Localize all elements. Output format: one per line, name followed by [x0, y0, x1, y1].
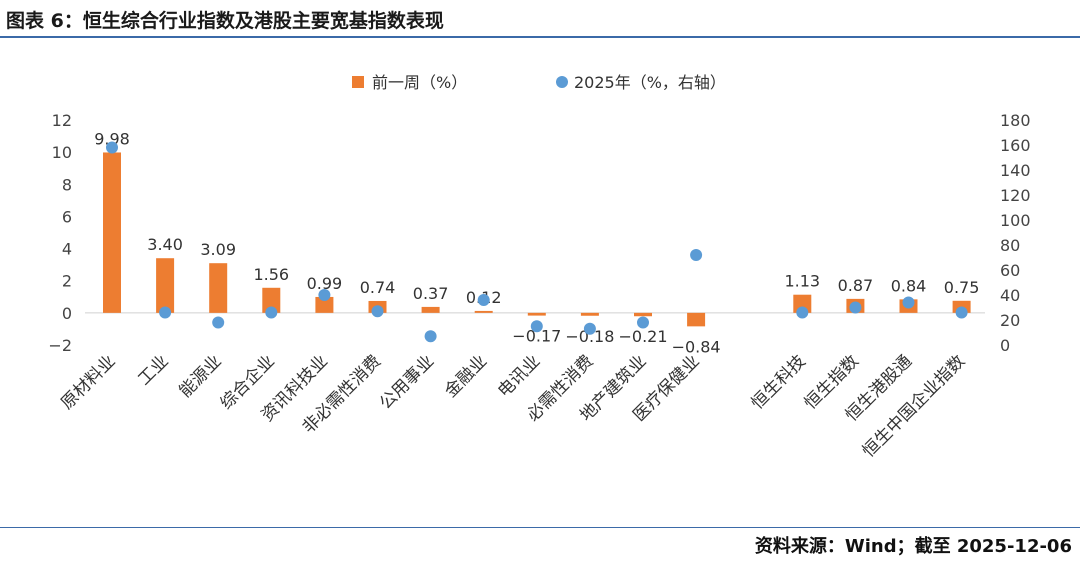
category-label: 原材料业	[57, 351, 119, 413]
data-label: 0.87	[838, 276, 874, 295]
right-axis-tick: 20	[1000, 311, 1020, 330]
data-label: 0.74	[360, 278, 396, 297]
right-axis-tick: 80	[1000, 236, 1020, 255]
bar	[527, 312, 546, 316]
bar	[421, 306, 440, 313]
source-note: 资料来源：Wind；截至 2025-12-06	[754, 536, 1072, 557]
data-label: 9.98	[94, 129, 130, 148]
bar	[580, 312, 599, 316]
scatter-point	[212, 316, 225, 329]
category-label: 电讯业	[494, 351, 544, 401]
data-label: −0.84	[672, 337, 721, 356]
scatter-point	[424, 330, 437, 343]
chart: −20246810120204060801001201401601809.98原…	[48, 73, 1031, 462]
right-axis-tick: 60	[1000, 261, 1020, 280]
scatter-point	[690, 249, 703, 261]
scatter-point	[902, 296, 915, 309]
right-axis-tick: 140	[1000, 161, 1031, 180]
footer-divider	[0, 527, 1080, 528]
left-axis-tick: −2	[48, 336, 72, 355]
left-axis-tick: 0	[62, 304, 72, 323]
scatter-point	[955, 306, 968, 319]
left-axis-tick: 12	[52, 111, 72, 130]
data-label: 0.75	[944, 278, 980, 297]
data-label: −0.21	[618, 327, 667, 346]
data-label: 1.13	[784, 272, 820, 291]
data-label: 1.56	[253, 265, 289, 284]
bar	[262, 287, 281, 313]
right-axis-tick: 0	[1000, 336, 1010, 355]
right-axis-tick: 120	[1000, 186, 1031, 205]
right-axis-tick: 160	[1000, 136, 1031, 155]
scatter-point	[371, 305, 384, 318]
data-label: −0.17	[512, 327, 561, 346]
scatter-point	[796, 306, 809, 319]
left-axis-tick: 6	[62, 207, 72, 226]
legend-bar-swatch	[352, 76, 364, 88]
left-axis-tick: 4	[62, 240, 72, 259]
category-label: 工业	[134, 351, 172, 389]
left-axis-tick: 10	[52, 143, 72, 162]
scatter-point	[318, 289, 331, 301]
data-label: 3.09	[200, 240, 236, 259]
scatter-point	[637, 316, 649, 329]
bar	[793, 294, 812, 313]
data-label: 0.37	[413, 284, 449, 303]
bar	[156, 258, 175, 313]
scatter-point	[159, 306, 172, 319]
bar	[315, 296, 334, 313]
left-axis-tick: 2	[62, 272, 72, 291]
category-label: 金融业	[441, 351, 491, 401]
scatter-point	[477, 294, 490, 306]
right-axis-tick: 180	[1000, 111, 1031, 130]
bar	[634, 312, 652, 317]
scatter-point	[849, 301, 862, 314]
bar	[687, 312, 706, 327]
scatter-point	[583, 322, 596, 335]
left-axis-tick: 8	[62, 175, 72, 194]
legend-bar-label: 前一周（%）	[372, 73, 467, 92]
bar	[209, 263, 228, 313]
right-axis-tick: 40	[1000, 286, 1020, 305]
data-label: −0.18	[565, 327, 614, 346]
category-label: 公用事业	[376, 351, 438, 413]
category-label: 能源业	[176, 351, 226, 401]
legend-dot-label: 2025年（%，右轴）	[574, 73, 726, 92]
legend-dot-swatch	[556, 76, 568, 88]
data-label: 3.40	[147, 235, 183, 254]
right-axis-tick: 100	[1000, 211, 1031, 230]
figure-title: 图表 6：恒生综合行业指数及港股主要宽基指数表现	[6, 10, 444, 32]
bar	[103, 152, 121, 313]
scatter-point	[106, 141, 118, 154]
category-label: 恒生科技	[748, 351, 810, 413]
data-label: 0.99	[307, 274, 343, 293]
scatter-point	[530, 320, 543, 333]
data-label: 0.84	[891, 276, 927, 295]
title-divider	[0, 36, 1080, 38]
category-label: 恒生中国企业指数	[859, 351, 969, 461]
scatter-point	[265, 306, 278, 319]
bar	[474, 310, 493, 313]
